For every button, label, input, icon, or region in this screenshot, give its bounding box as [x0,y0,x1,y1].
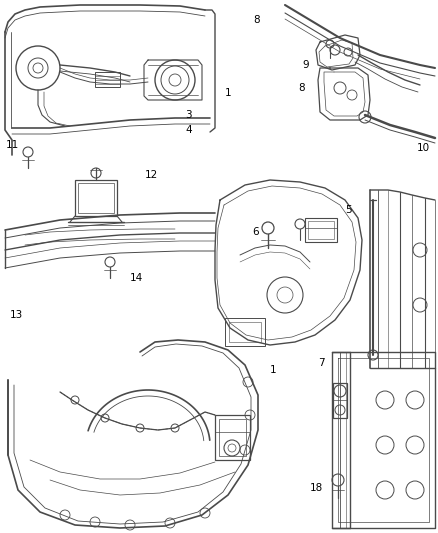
Bar [308,221,334,239]
Text: 1: 1 [225,88,232,98]
Bar [229,322,261,342]
Text: 14: 14 [130,273,143,283]
Text: 1: 1 [270,365,277,375]
Bar [215,415,250,460]
Bar [95,72,120,87]
Bar [333,383,347,418]
Bar [305,218,337,242]
Text: 10: 10 [417,143,430,153]
Text: 8: 8 [253,15,260,25]
Text: 7: 7 [318,358,325,368]
Text: 3: 3 [185,110,192,120]
Bar [75,180,117,216]
Bar [219,419,246,456]
Text: 5: 5 [345,205,352,215]
Text: 12: 12 [145,170,158,180]
Text: 8: 8 [298,83,304,93]
Text: 6: 6 [252,227,258,237]
Bar [78,183,114,213]
Text: 18: 18 [310,483,323,493]
Text: 11: 11 [6,140,19,150]
Bar [225,318,265,346]
Text: 4: 4 [185,125,192,135]
Text: 13: 13 [10,310,23,320]
Text: 9: 9 [302,60,309,70]
